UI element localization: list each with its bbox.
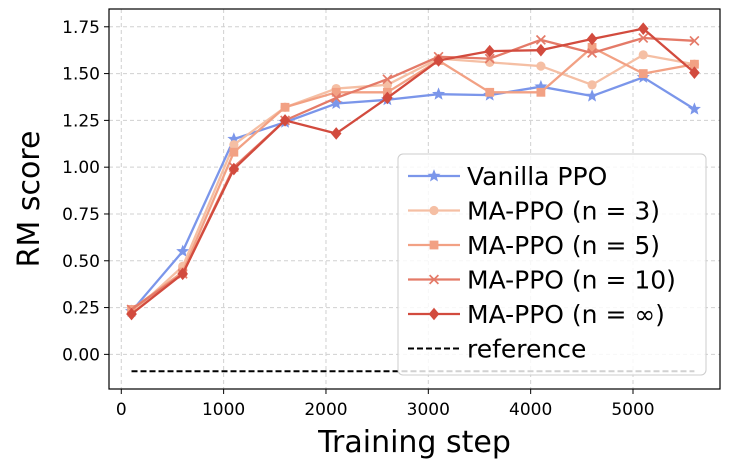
data-point	[484, 53, 495, 64]
data-point	[637, 22, 649, 35]
legend-item: MA-PPO (n = 10)	[408, 266, 676, 295]
legend-marker	[428, 274, 440, 285]
data-point	[585, 89, 599, 102]
legend-item: MA-PPO (n = 5)	[408, 231, 660, 260]
series-ma-ppo-n	[126, 22, 700, 321]
data-point	[485, 87, 495, 97]
data-point	[331, 87, 341, 97]
x-tick-label: 2000	[304, 400, 347, 420]
series-line	[130, 27, 696, 316]
data-point	[587, 42, 597, 52]
data-point	[126, 307, 137, 321]
data-point	[535, 34, 546, 45]
axis-ticks: 0 1000 2000 3000 4000 5000 0.00 0.25 0.50 0.75 1.0…	[62, 18, 654, 420]
legend-marker	[429, 240, 439, 250]
series-layer	[125, 22, 701, 321]
y-tick-label: 0.00	[62, 345, 100, 365]
data-point	[587, 47, 598, 58]
legend-label: MA-PPO (n = 10)	[467, 266, 676, 295]
series-line	[130, 46, 695, 311]
data-point	[689, 66, 700, 79]
data-point	[382, 74, 393, 85]
legend-item: MA-PPO (n = ∞)	[408, 300, 665, 329]
series-line	[130, 76, 696, 313]
x-axis-title: Training step	[317, 425, 511, 460]
data-point	[587, 80, 597, 90]
y-tick-label: 0.25	[62, 299, 100, 319]
data-point	[484, 44, 496, 58]
legend-item: MA-PPO (n = 3)	[408, 197, 660, 226]
y-tick-label: 0.50	[62, 252, 100, 272]
x-tick-label: 3000	[407, 400, 450, 420]
x-tick-label: 1000	[202, 400, 245, 420]
data-point	[689, 35, 700, 46]
legend-marker	[429, 205, 439, 216]
x-tick-label: 4000	[509, 400, 552, 420]
series-line	[130, 53, 695, 315]
legend-item: Vanilla PPO	[408, 162, 607, 191]
x-tick-label: 5000	[611, 400, 654, 420]
legend-label: reference	[467, 335, 586, 364]
data-point	[638, 33, 649, 44]
legend-label: MA-PPO (n = ∞)	[467, 300, 665, 329]
data-point	[280, 102, 290, 112]
y-tick-label: 1.75	[62, 18, 100, 38]
data-point	[535, 43, 547, 57]
data-point	[536, 61, 546, 71]
data-point	[279, 114, 291, 127]
data-point	[433, 54, 444, 67]
legend-marker	[427, 169, 441, 182]
data-point	[176, 244, 190, 257]
data-point	[177, 267, 188, 281]
legend-label: Vanilla PPO	[467, 162, 607, 191]
legend-item: reference	[408, 335, 586, 364]
x-tick-label: 0	[116, 400, 127, 420]
y-tick-label: 1.50	[62, 65, 100, 85]
data-point	[690, 59, 699, 69]
legend-box	[397, 153, 707, 376]
data-point	[432, 87, 446, 100]
data-point	[586, 32, 598, 46]
data-point	[536, 87, 546, 97]
data-point	[687, 102, 701, 115]
legend: Vanilla PPO MA-PPO (n = 3) MA-PPO (n = 5) M…	[397, 153, 707, 376]
legend-label: MA-PPO (n = 5)	[467, 231, 660, 260]
legend-marker	[428, 307, 440, 321]
data-point	[229, 140, 239, 150]
y-tick-label: 0.75	[62, 205, 100, 225]
y-tick-label: 1.25	[62, 111, 100, 131]
plot-frame	[108, 8, 721, 390]
data-point	[638, 69, 648, 78]
y-axis-title: RM score	[12, 131, 47, 268]
data-point	[228, 162, 240, 176]
data-point	[331, 92, 342, 103]
data-point	[229, 147, 239, 157]
y-tick-label: 1.00	[62, 158, 100, 178]
legend-label: MA-PPO (n = 3)	[467, 197, 660, 226]
data-point	[330, 127, 342, 140]
data-point	[382, 91, 393, 105]
data-point	[638, 50, 648, 60]
